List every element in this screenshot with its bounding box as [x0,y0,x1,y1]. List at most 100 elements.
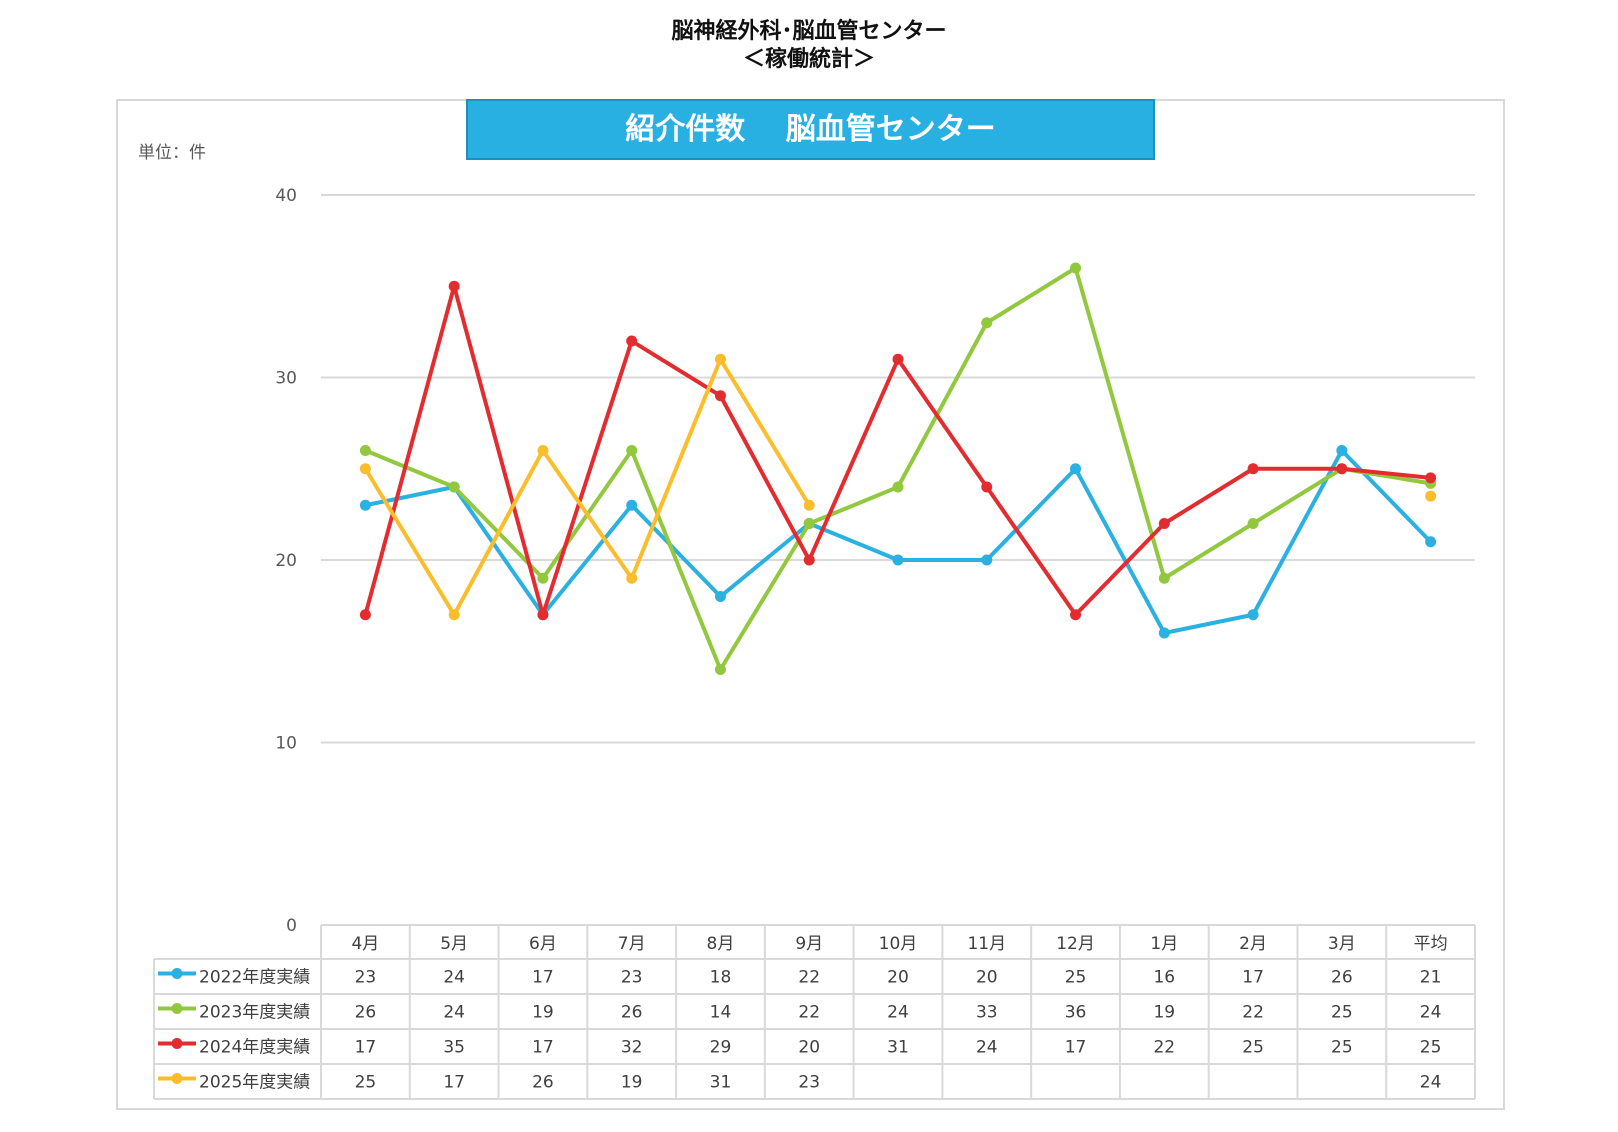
data-point-0-9 [1158,627,1170,639]
data-point-3-4 [714,353,726,365]
table-header-12: 平均 [1414,934,1448,954]
table-cell-0-5: 22 [798,968,820,988]
series-line-3-0 [363,357,811,617]
table-cell-3-4: 31 [710,1073,732,1093]
data-point-3-0 [359,463,371,475]
data-point-3-3 [626,572,638,584]
legend-key-marker-3 [171,1073,183,1084]
data-point-3-2 [537,445,549,456]
table-cell-0-12: 21 [1420,968,1442,988]
table-cell-0-10: 17 [1242,968,1264,988]
table-cell-2-0: 17 [355,1038,377,1058]
y-tick-30: 30 [275,369,297,389]
table-cell-2-7: 24 [976,1038,998,1058]
data-point-0-3 [626,499,638,511]
data-point-0-8 [1070,463,1082,475]
table-cell-2-5: 20 [798,1038,820,1058]
table-cell-3-0: 25 [355,1073,377,1093]
table-cell-2-10: 25 [1242,1038,1264,1058]
y-tick-10: 10 [275,734,297,754]
table-cell-2-11: 25 [1331,1038,1353,1058]
table-header-5: 9月 [795,934,823,954]
table-cell-1-11: 25 [1331,1003,1353,1023]
table-header-4: 8月 [707,934,735,954]
table-cell-0-0: 23 [355,968,377,988]
table-cell-0-1: 24 [443,968,465,988]
table-cell-1-9: 19 [1153,1003,1175,1023]
table-cell-1-4: 14 [710,1003,732,1023]
table-cell-1-0: 26 [355,1003,377,1023]
table-cell-2-6: 31 [887,1038,909,1058]
data-point-avg-0 [1425,536,1437,548]
table-cell-0-9: 16 [1153,968,1175,988]
data-point-3-5 [803,499,815,511]
table-cell-2-3: 32 [621,1038,643,1058]
legend-key-marker-1 [171,1003,183,1014]
data-point-2-0 [359,609,371,621]
data-point-avg-3 [1425,490,1437,502]
data-point-avg-2 [1425,472,1437,484]
data-table: 4月 5月 6月 7月 8月 9月 10月 11月 12月 1月 2月 3月 平均 2022年度実績 23 2… [153,924,1476,1100]
data-point-1-7 [981,317,993,329]
table-cell-1-10: 22 [1242,1003,1264,1023]
table-cell-2-1: 35 [443,1038,465,1058]
table-header-2: 6月 [529,934,557,954]
data-point-0-6 [892,554,904,566]
data-point-0-7 [981,554,993,566]
table-header-10: 2月 [1239,934,1267,954]
table-header-0: 4月 [351,934,379,954]
y-tick-20: 20 [275,551,297,571]
data-point-2-6 [892,353,904,365]
y-tick-0: 0 [286,916,297,936]
data-point-1-4 [714,664,726,675]
table-cell-1-7: 33 [976,1003,998,1023]
data-point-1-3 [626,445,638,456]
table-cell-3-1: 17 [443,1073,465,1093]
table-header-1: 5月 [440,934,468,954]
table-cell-0-4: 18 [710,968,732,988]
page-title: 脳神経外科･脳血管センター ＜稼働統計＞ [0,18,1618,74]
legend-key-marker-0 [171,968,183,979]
data-point-2-10 [1247,463,1259,475]
table-cell-3-2: 26 [532,1073,554,1093]
legend-label-2: 2024年度実績 [199,1038,310,1058]
data-point-2-7 [981,481,993,493]
data-point-2-8 [1070,609,1082,621]
data-point-0-11 [1336,445,1348,456]
table-header-11: 3月 [1328,934,1356,954]
table-cell-0-3: 23 [621,968,643,988]
series-layer [359,262,1437,675]
legend-label-3: 2025年度実績 [199,1073,310,1093]
table-cell-2-8: 17 [1065,1038,1087,1058]
data-point-1-10 [1247,518,1259,529]
table-cell-1-2: 19 [532,1003,554,1023]
table-cell-2-2: 17 [532,1038,554,1058]
table-cell-1-5: 22 [798,1003,820,1023]
chart-title: 紹介件数 脳血管センター [466,99,1155,160]
table-cell-1-1: 24 [443,1003,465,1023]
table-cell-0-2: 17 [532,968,554,988]
data-point-1-1 [448,481,460,493]
table-cell-1-6: 24 [887,1003,909,1023]
page-title-line2: ＜稼働統計＞ [742,47,875,72]
data-point-2-2 [537,609,549,621]
data-point-1-8 [1070,262,1082,274]
table-header-3: 7月 [618,934,646,954]
table-cell-3-12: 24 [1420,1073,1442,1093]
unit-label: 単位：件 [138,143,206,163]
data-point-1-2 [537,572,549,584]
data-point-1-0 [359,445,371,456]
table-cell-0-7: 20 [976,968,998,988]
data-point-2-4 [714,390,726,402]
legend-key-marker-2 [171,1038,183,1049]
data-point-0-4 [714,591,726,602]
page-title-line1: 脳神経外科･脳血管センター [671,19,947,44]
table-cell-1-12: 24 [1420,1003,1442,1023]
legend-label-0: 2022年度実績 [199,968,310,988]
legend-label-1: 2023年度実績 [199,1003,310,1023]
y-tick-40: 40 [275,186,297,206]
table-cell-1-3: 26 [621,1003,643,1023]
data-point-2-3 [626,335,638,347]
table-header-8: 12月 [1056,934,1095,954]
